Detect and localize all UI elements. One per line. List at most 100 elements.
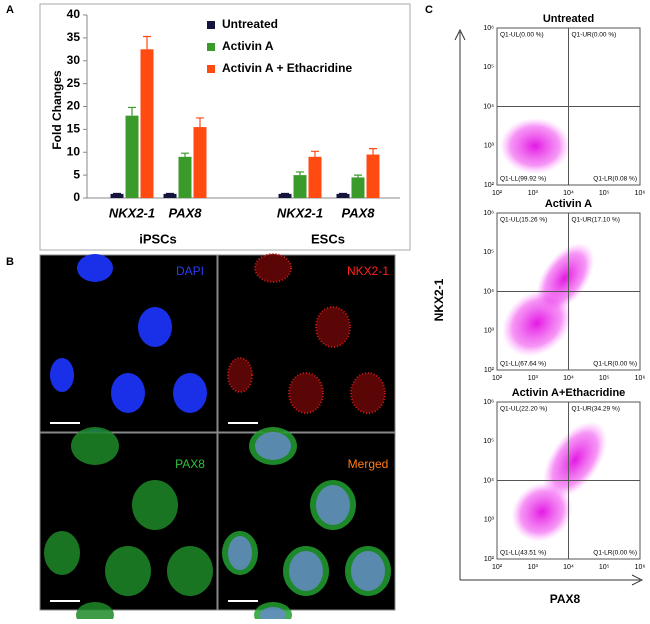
nucleus bbox=[289, 373, 323, 413]
bar bbox=[194, 127, 207, 198]
x-tick-label: 10³ bbox=[528, 564, 539, 571]
legend-label: Untreated bbox=[222, 17, 278, 31]
bar bbox=[179, 157, 192, 198]
y-tick-label: 10⁶ bbox=[483, 399, 494, 406]
panel-label: B bbox=[6, 256, 14, 268]
legend-label: Activin A bbox=[222, 39, 274, 53]
y-tick-label: 25 bbox=[67, 76, 81, 90]
bar bbox=[111, 194, 124, 198]
stain-label: Merged bbox=[348, 457, 389, 471]
quadrant-label: Q1-LR(0.08 %) bbox=[593, 176, 637, 183]
plot-title: Activin A bbox=[545, 198, 592, 210]
bar bbox=[337, 194, 350, 198]
plot-title: Untreated bbox=[543, 13, 594, 25]
y-tick-label: 10⁶ bbox=[483, 25, 494, 32]
bar bbox=[279, 194, 292, 198]
nucleus bbox=[228, 358, 252, 392]
quadrant-label: Q1-UR(34.29 %) bbox=[572, 406, 620, 413]
nucleus bbox=[255, 432, 291, 460]
y-tick-label: 20 bbox=[67, 99, 81, 113]
y-tick-label: 10² bbox=[484, 556, 495, 563]
x-tick-label: 10⁴ bbox=[563, 564, 574, 571]
nucleus bbox=[228, 536, 252, 570]
y-tick-label: 40 bbox=[67, 7, 81, 21]
x-tick-label: 10⁶ bbox=[635, 375, 646, 382]
x-tick-label: PAX8 bbox=[169, 205, 203, 220]
y-tick-label: 10⁵ bbox=[483, 438, 494, 445]
quadrant-label: Q1-UR(0.00 %) bbox=[572, 32, 617, 39]
y-tick-label: 10⁴ bbox=[483, 288, 494, 295]
y-tick-label: 30 bbox=[67, 53, 81, 67]
bar bbox=[141, 49, 154, 198]
nucleus bbox=[111, 373, 145, 413]
cell bbox=[44, 531, 80, 575]
error-bar bbox=[128, 107, 136, 115]
y-tick-label: 35 bbox=[67, 30, 81, 44]
x-tick-label: 10² bbox=[492, 190, 503, 197]
nucleus bbox=[316, 307, 350, 347]
y-tick-label: 10³ bbox=[484, 143, 495, 150]
error-bar bbox=[369, 149, 377, 155]
event-cloud bbox=[500, 118, 570, 174]
quadrant-label: Q1-UL(0.00 %) bbox=[500, 32, 544, 39]
bar bbox=[294, 175, 307, 198]
y-tick-label: 10⁴ bbox=[483, 103, 494, 110]
quadrant-label: Q1-UL(22.20 %) bbox=[500, 406, 547, 413]
nucleus bbox=[289, 551, 323, 591]
y-tick-label: 10 bbox=[67, 144, 81, 158]
cell bbox=[132, 480, 178, 530]
x-tick-label: 10³ bbox=[528, 190, 539, 197]
x-tick-label: 10⁵ bbox=[599, 375, 610, 382]
quadrant-label: Q1-LL(43.51 %) bbox=[500, 550, 546, 557]
x-tick-label: 10⁵ bbox=[599, 564, 610, 571]
panel-label: A bbox=[6, 4, 14, 16]
quadrant-label: Q1-LR(0.00 %) bbox=[593, 550, 637, 557]
y-axis-label: Fold Changes bbox=[50, 70, 64, 150]
y-tick-label: 10³ bbox=[484, 328, 495, 335]
error-bar bbox=[143, 37, 151, 50]
nucleus bbox=[77, 254, 113, 282]
group-label: iPSCs bbox=[139, 231, 177, 246]
y-tick-label: 10² bbox=[484, 367, 495, 374]
error-bar bbox=[196, 118, 204, 127]
panel-label: C bbox=[425, 4, 433, 16]
group-label: ESCs bbox=[311, 231, 345, 246]
nucleus bbox=[173, 373, 207, 413]
quadrant-label: Q1-LL(99.92 %) bbox=[500, 176, 546, 183]
nucleus bbox=[351, 551, 385, 591]
y-tick-label: 10⁵ bbox=[483, 64, 494, 71]
error-bar bbox=[311, 151, 319, 156]
x-tick-label: 10⁵ bbox=[599, 190, 610, 197]
x-tick-label: 10⁴ bbox=[563, 190, 574, 197]
x-tick-label: 10⁶ bbox=[635, 564, 646, 571]
plot-title: Activin A+Ethacridine bbox=[512, 387, 626, 399]
cell bbox=[105, 546, 151, 596]
bar bbox=[367, 155, 380, 198]
y-axis-label: NKX2-1 bbox=[432, 278, 446, 321]
error-bar bbox=[181, 153, 189, 157]
x-tick-label: 10⁶ bbox=[635, 190, 646, 197]
x-tick-label: NKX2-1 bbox=[109, 205, 155, 220]
nucleus bbox=[50, 358, 74, 392]
quadrant-label: Q1-LR(0.00 %) bbox=[593, 361, 637, 368]
stain-label: DAPI bbox=[176, 264, 204, 278]
bar bbox=[164, 194, 177, 198]
y-tick-label: 10⁴ bbox=[483, 477, 494, 484]
quadrant-label: Q1-UL(15.26 %) bbox=[500, 217, 547, 224]
x-tick-label: 10⁴ bbox=[563, 375, 574, 382]
x-tick-label: 10³ bbox=[528, 375, 539, 382]
nucleus bbox=[351, 373, 385, 413]
y-tick-label: 10⁵ bbox=[483, 249, 494, 256]
x-tick-label: PAX8 bbox=[342, 205, 376, 220]
legend-label: Activin A + Ethacridine bbox=[222, 61, 352, 75]
y-tick-label: 10² bbox=[484, 182, 495, 189]
nucleus bbox=[255, 254, 291, 282]
y-tick-label: 15 bbox=[67, 122, 81, 136]
y-tick-label: 10³ bbox=[484, 517, 495, 524]
legend-swatch bbox=[207, 21, 215, 29]
legend-swatch bbox=[207, 43, 215, 51]
bar bbox=[352, 177, 365, 198]
nucleus bbox=[138, 307, 172, 347]
error-bar bbox=[354, 175, 362, 177]
